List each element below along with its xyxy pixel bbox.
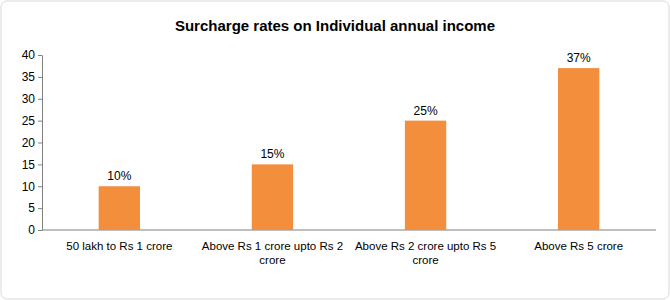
y-tick-label: 20 [22, 136, 36, 150]
y-tick-mark [38, 186, 42, 187]
chart: Surcharge rates on Individual annual inc… [0, 0, 670, 300]
y-tick-label: 25 [22, 114, 36, 128]
y-tick-mark [38, 55, 42, 56]
y-tick-mark [38, 208, 42, 209]
bar [99, 186, 140, 230]
data-label: 10% [107, 169, 131, 183]
y-tick-mark [38, 121, 42, 122]
bar [405, 121, 446, 230]
y-tick: 35 [22, 70, 42, 84]
y-tick-label: 35 [22, 70, 36, 84]
x-tick-label: Above Rs 1 crore upto Rs 2crore [202, 240, 343, 266]
x-tick: Above Rs 1 crore upto Rs 2crore [202, 230, 343, 266]
y-tick-label: 0 [28, 223, 35, 237]
y-tick-label: 5 [28, 201, 35, 215]
x-tick-label: Above Rs 2 crore upto Rs 5crore [355, 240, 496, 266]
y-tick-mark [38, 99, 42, 100]
data-label: 25% [414, 104, 438, 118]
x-tick: 50 lakh to Rs 1 crore [66, 230, 172, 252]
bar [252, 164, 293, 230]
x-tick-label: Above Rs 5 crore [534, 240, 623, 252]
x-tick: Above Rs 2 crore upto Rs 5crore [355, 230, 496, 266]
y-tick-mark [38, 77, 42, 78]
data-labels: 10% 15% 25% 37% [107, 51, 591, 183]
y-tick: 25 [22, 114, 42, 128]
y-tick-label: 30 [22, 92, 36, 106]
y-tick-label: 40 [22, 48, 36, 62]
y-tick-mark [38, 143, 42, 144]
data-label: 37% [567, 51, 591, 65]
chart-title: Surcharge rates on Individual annual inc… [175, 17, 495, 34]
y-axis: 0 5 10 15 20 25 30 35 40 [22, 48, 43, 237]
y-tick: 20 [22, 136, 42, 150]
y-tick: 5 [28, 201, 42, 215]
y-tick-mark [38, 230, 42, 231]
y-tick-label: 15 [22, 158, 36, 172]
y-axis-line [42, 56, 43, 231]
bar [558, 68, 599, 230]
y-tick: 10 [22, 180, 42, 194]
data-label: 15% [260, 147, 284, 161]
plot: 0 5 10 15 20 25 30 35 40 50 lakh to Rs 1 crore Abo… [22, 48, 656, 266]
y-tick: 30 [22, 92, 42, 106]
y-tick: 15 [22, 158, 42, 172]
chart-border [1, 1, 669, 299]
y-tick: 0 [28, 223, 42, 237]
y-tick-mark [38, 164, 42, 165]
x-tick: Above Rs 5 crore [534, 230, 623, 252]
bars [99, 68, 600, 230]
x-axis: 50 lakh to Rs 1 crore Above Rs 1 crore up… [42, 230, 656, 266]
y-tick-label: 10 [22, 180, 36, 194]
y-tick: 40 [22, 48, 42, 62]
x-tick-label: 50 lakh to Rs 1 crore [66, 240, 172, 252]
